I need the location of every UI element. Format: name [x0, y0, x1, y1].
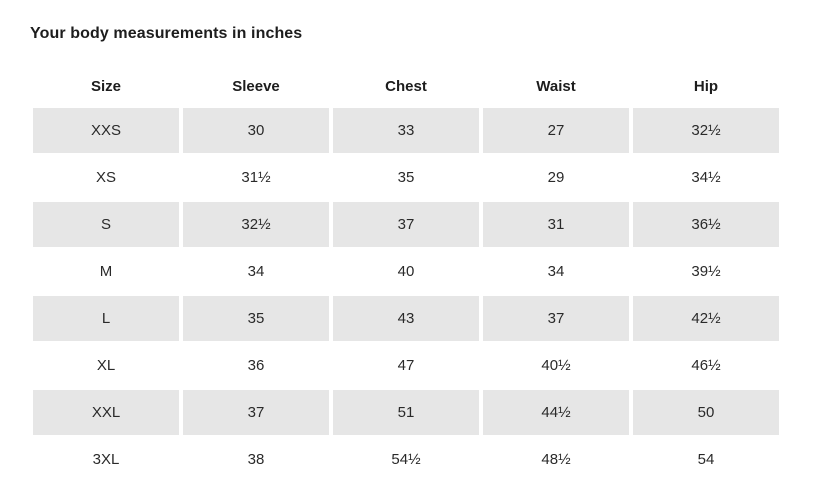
- cell-xxs-chest: 33: [333, 108, 479, 153]
- cell-xs-size: XS: [33, 155, 179, 200]
- cell-xxl-hip: 50: [633, 390, 779, 435]
- cell-xs-waist: 29: [483, 155, 629, 200]
- cell-xl-sleeve: 36: [183, 343, 329, 388]
- cell-3xl-chest: 54½: [333, 437, 479, 482]
- cell-xxl-sleeve: 37: [183, 390, 329, 435]
- cell-s-chest: 37: [333, 202, 479, 247]
- cell-xs-hip: 34½: [633, 155, 779, 200]
- cell-l-chest: 43: [333, 296, 479, 341]
- cell-m-size: M: [33, 249, 179, 294]
- cell-xl-hip: 46½: [633, 343, 779, 388]
- cell-m-waist: 34: [483, 249, 629, 294]
- column-header-sleeve: Sleeve: [232, 77, 280, 95]
- cell-xxl-size: XXL: [33, 390, 179, 435]
- cell-xxs-waist: 27: [483, 108, 629, 153]
- page-title: Your body measurements in inches: [30, 25, 303, 42]
- cell-xxl-chest: 51: [333, 390, 479, 435]
- body-measurements-table: Size Sleeve Chest Waist Hip XXS 30 33 27 32½ XS 31…: [29, 64, 783, 484]
- cell-s-sleeve: 32½: [183, 202, 329, 247]
- cell-xs-sleeve: 31½: [183, 155, 329, 200]
- cell-xl-waist: 40½: [483, 343, 629, 388]
- cell-3xl-size: 3XL: [33, 437, 179, 482]
- cell-xxs-hip: 32½: [633, 108, 779, 153]
- table-row-xs: XS 31½ 35 29 34½: [33, 155, 779, 200]
- cell-l-hip: 42½: [633, 296, 779, 341]
- table-row-xxl: XXL 37 51 44½ 50: [33, 390, 779, 435]
- cell-l-size: L: [33, 296, 179, 341]
- column-header-hip: Hip: [693, 77, 719, 95]
- cell-m-hip: 39½: [633, 249, 779, 294]
- cell-xs-chest: 35: [333, 155, 479, 200]
- column-header-size: Size: [90, 77, 121, 95]
- cell-s-hip: 36½: [633, 202, 779, 247]
- table-row-l: L 35 43 37 42½: [33, 296, 779, 341]
- cell-m-chest: 40: [333, 249, 479, 294]
- cell-xxl-waist: 44½: [483, 390, 629, 435]
- cell-s-waist: 31: [483, 202, 629, 247]
- table-row-s: S 32½ 37 31 36½: [33, 202, 779, 247]
- cell-xl-chest: 47: [333, 343, 479, 388]
- cell-xl-size: XL: [33, 343, 179, 388]
- cell-l-waist: 37: [483, 296, 629, 341]
- table-body: XXS 30 33 27 32½ XS 31½ 35 29 34½ S 32½ 37 31 36½ M 34 40…: [33, 108, 779, 482]
- column-header-waist: Waist: [536, 77, 576, 95]
- cell-3xl-sleeve: 38: [183, 437, 329, 482]
- cell-3xl-hip: 54: [633, 437, 779, 482]
- cell-3xl-waist: 48½: [483, 437, 629, 482]
- cell-s-size: S: [33, 202, 179, 247]
- cell-xxs-size: XXS: [33, 108, 179, 153]
- table-row-xl: XL 36 47 40½ 46½: [33, 343, 779, 388]
- cell-m-sleeve: 34: [183, 249, 329, 294]
- header-row: Size Sleeve Chest Waist Hip: [33, 66, 779, 106]
- cell-xxs-sleeve: 30: [183, 108, 329, 153]
- table-row-xxs: XXS 30 33 27 32½: [33, 108, 779, 153]
- cell-l-sleeve: 35: [183, 296, 329, 341]
- table-row-m: M 34 40 34 39½: [33, 249, 779, 294]
- column-header-chest: Chest: [385, 77, 427, 95]
- table-header: Size Sleeve Chest Waist Hip: [33, 66, 779, 106]
- table-row-3xl: 3XL 38 54½ 48½ 54: [33, 437, 779, 482]
